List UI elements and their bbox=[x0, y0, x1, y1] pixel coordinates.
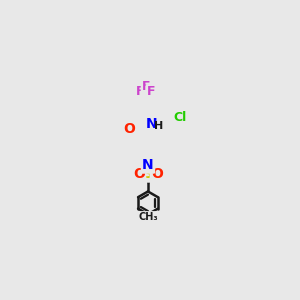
Text: N: N bbox=[142, 158, 154, 172]
Text: F: F bbox=[142, 80, 151, 93]
Text: N: N bbox=[146, 118, 157, 131]
Text: O: O bbox=[151, 167, 163, 181]
Text: O: O bbox=[123, 122, 135, 136]
Text: F: F bbox=[147, 85, 155, 98]
Text: H: H bbox=[154, 121, 164, 131]
Text: F: F bbox=[135, 85, 144, 98]
Text: S: S bbox=[143, 167, 153, 181]
Text: Cl: Cl bbox=[173, 111, 187, 124]
Text: CH₃: CH₃ bbox=[138, 212, 158, 222]
Text: O: O bbox=[133, 167, 145, 181]
